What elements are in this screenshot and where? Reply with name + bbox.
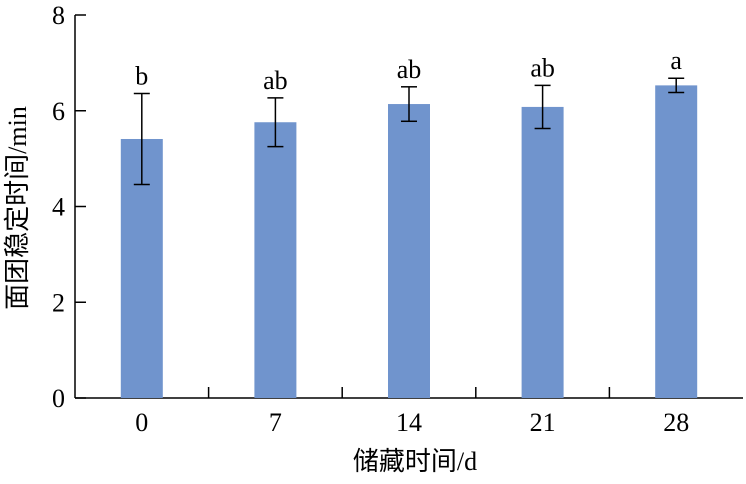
significance-letter: b (135, 62, 148, 91)
significance-letter: ab (397, 55, 422, 84)
bar (521, 106, 564, 399)
y-axis-label: 面团稳定时间/min (3, 106, 32, 310)
significance-letter: ab (263, 66, 288, 95)
x-tick-label: 28 (663, 408, 689, 437)
y-tick-label: 0 (52, 384, 65, 413)
significance-letter: ab (530, 53, 555, 82)
significance-letter: a (670, 46, 682, 75)
bar (254, 122, 297, 399)
y-tick-label: 2 (52, 288, 65, 317)
y-tick-label: 4 (52, 193, 65, 222)
y-tick-label: 8 (52, 1, 65, 30)
x-tick-label: 0 (135, 408, 148, 437)
x-tick-label: 7 (269, 408, 282, 437)
x-tick-label: 21 (530, 408, 556, 437)
x-tick-label: 14 (396, 408, 422, 437)
bar (388, 104, 430, 399)
y-tick-label: 6 (52, 97, 65, 126)
x-axis-label: 储藏时间/d (353, 447, 477, 476)
bar (655, 85, 698, 398)
